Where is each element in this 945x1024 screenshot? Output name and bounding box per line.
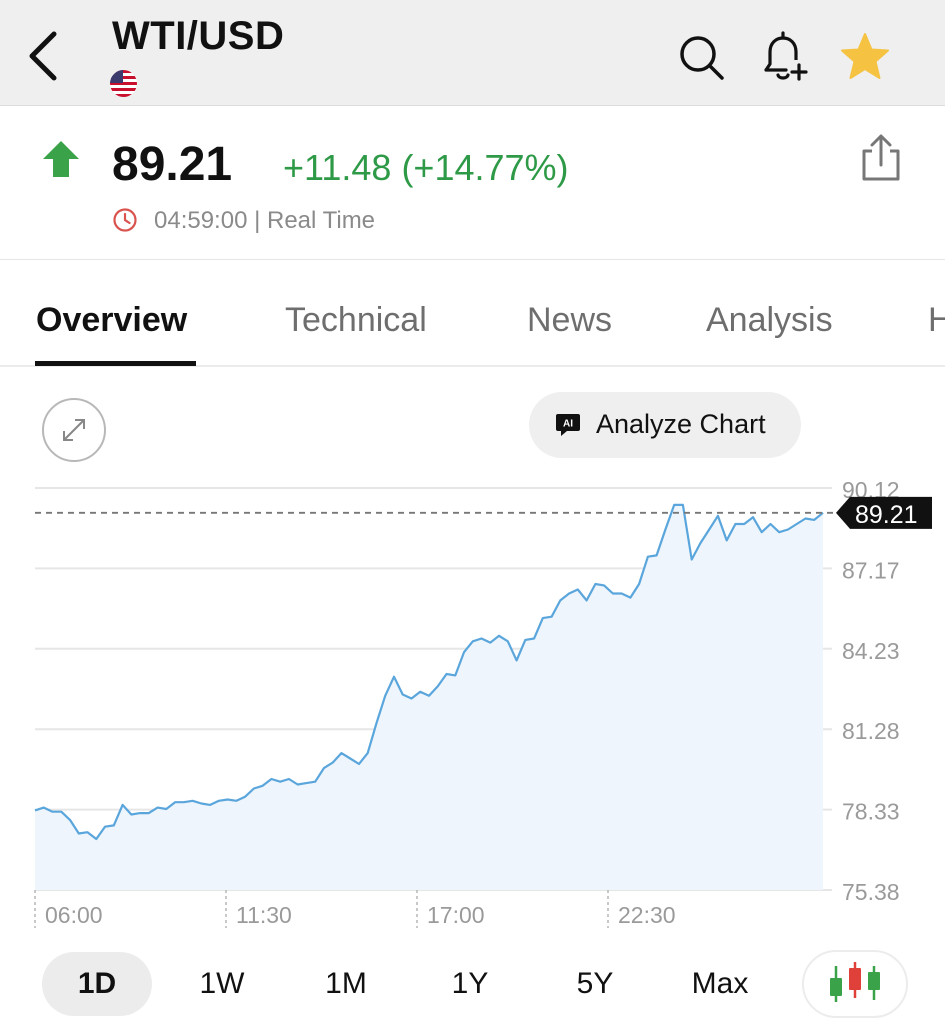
ai-badge-text: AI (563, 419, 573, 430)
price-series-line (34, 503, 824, 841)
bell-plus-icon (764, 31, 808, 81)
search-icon (680, 36, 724, 80)
y-tick-label: 78.33 (842, 799, 900, 825)
analyze-chart-button[interactable]: AI Analyze Chart (529, 392, 801, 458)
range-selector: 1D 1W 1M 1Y 5Y Max (0, 948, 945, 1018)
quote-panel: 89.21 +11.48 (+14.77%) 04:59:00 | Real T… (0, 107, 945, 260)
top-bar: WTI/USD (0, 0, 945, 106)
range-1d[interactable]: 1D (42, 952, 152, 1016)
add-alert-button[interactable] (756, 30, 810, 86)
up-arrow-icon (43, 141, 79, 177)
tab-news[interactable]: News (527, 301, 613, 339)
back-arrow-icon (29, 31, 57, 81)
share-icon (862, 134, 900, 181)
watchlist-star-button[interactable] (838, 30, 892, 86)
range-max[interactable]: Max (691, 967, 749, 1000)
last-price: 89.21 (112, 138, 233, 191)
y-tick-label: 81.28 (842, 718, 900, 744)
ai-chat-icon: AI (556, 414, 580, 436)
active-tab-indicator (35, 361, 196, 366)
price-area-fill (35, 504, 823, 890)
y-tick-label: 84.23 (842, 638, 900, 664)
current-price-label: 89.21 (855, 501, 918, 529)
tab-technical[interactable]: Technical (285, 301, 427, 339)
expand-arrows-icon (63, 419, 85, 441)
x-tick-label: 22:30 (618, 902, 676, 928)
back-button[interactable] (22, 28, 66, 84)
x-tick-label: 11:30 (236, 902, 292, 928)
candlestick-icon (830, 962, 880, 1002)
search-button[interactable] (674, 30, 728, 86)
range-1y[interactable]: 1Y (451, 967, 489, 1000)
range-5y[interactable]: 5Y (576, 967, 614, 1000)
us-flag-icon (110, 70, 137, 97)
x-tick-label: 17:00 (427, 902, 485, 928)
y-tick-label: 75.38 (842, 879, 900, 905)
range-1m[interactable]: 1M (325, 967, 367, 1000)
section-tabs: Overview Technical News Analysis H (0, 261, 945, 367)
quote-timestamp: 04:59:00 | Real Time (154, 207, 376, 234)
chart-type-button[interactable] (802, 950, 908, 1018)
tab-more[interactable]: H (928, 301, 945, 339)
analyze-chart-label: Analyze Chart (596, 409, 766, 439)
tab-analysis[interactable]: Analysis (706, 301, 833, 339)
x-tick-label: 06:00 (45, 902, 103, 928)
y-tick-label: 87.17 (842, 557, 900, 583)
current-price-badge (836, 496, 932, 529)
clock-icon (113, 208, 137, 232)
star-icon (841, 33, 889, 79)
instrument-title: WTI/USD (112, 14, 285, 58)
share-button[interactable] (856, 131, 906, 187)
tab-overview[interactable]: Overview (36, 301, 188, 339)
expand-chart-button[interactable] (42, 398, 106, 462)
range-1w[interactable]: 1W (199, 967, 245, 1000)
price-change: +11.48 (+14.77%) (283, 147, 569, 188)
